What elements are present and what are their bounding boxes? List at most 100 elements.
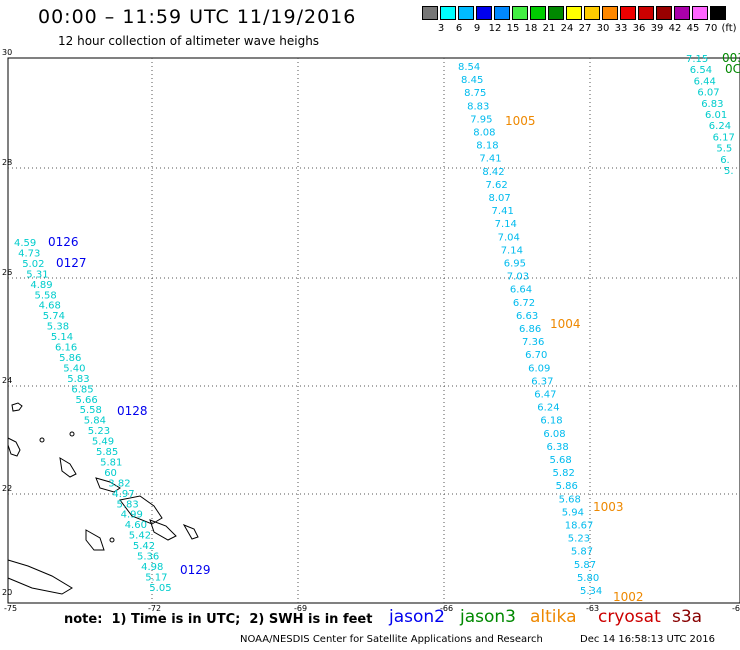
swh-value: 8.45 — [461, 75, 483, 86]
swh-value: 8.75 — [464, 88, 486, 99]
swh-value: 4.59 — [14, 238, 36, 249]
swh-value: 4.68 — [39, 301, 61, 312]
swh-value: 8.42 — [482, 167, 504, 178]
legend-label: 33 — [614, 23, 628, 34]
swh-value: 5.42 — [129, 531, 151, 542]
swh-value: 5.68 — [559, 494, 581, 505]
graticule: 30 28 26 24 22 20 -75 -72 -69 -66 -63 -60 — [2, 48, 740, 613]
swh-value: 5.82 — [553, 468, 575, 479]
swh-value: 7.95 — [470, 114, 492, 125]
island-shape — [59, 457, 77, 478]
swh-value: 5.31 — [26, 269, 48, 280]
swh-value: 6.38 — [546, 442, 568, 453]
legend-label: 12 — [488, 23, 502, 34]
swh-value: 5.02 — [22, 259, 44, 270]
swh-value: 5.05 — [149, 583, 171, 594]
swh-value: 3.82 — [108, 478, 130, 489]
swh-value: 5.84 — [84, 416, 106, 427]
swh-value: 5. — [724, 166, 734, 177]
island-shape — [85, 529, 105, 551]
chart-title: 00:00 – 11:59 UTC 11/19/2016 — [38, 6, 357, 28]
island-shape — [182, 524, 199, 540]
legend-swatch — [656, 6, 672, 20]
swh-value: 6.47 — [534, 390, 556, 401]
timestamp: Dec 14 16:58:13 UTC 2016 — [580, 634, 715, 645]
swh-value: 6.08 — [543, 429, 565, 440]
swh-value: 7.15 — [686, 54, 708, 65]
swh-value: 6.24 — [709, 121, 731, 132]
lon-tick-label: -66 — [440, 604, 453, 613]
island-shape — [7, 437, 21, 457]
swh-value: 6.01 — [705, 110, 727, 121]
pass-label: 003 — [722, 51, 740, 65]
lon-tick-label: -60 — [732, 604, 740, 613]
swh-value: 5.49 — [92, 437, 114, 448]
swh-value: 5.42 — [133, 541, 155, 552]
swh-value: 8.07 — [489, 193, 511, 204]
lat-tick-label: 24 — [2, 376, 12, 385]
island-shape — [11, 402, 23, 412]
swh-value: 7.03 — [507, 272, 529, 283]
swh-value: 5.5 — [716, 144, 732, 155]
pass-label: 0129 — [180, 563, 211, 577]
swh-value: 6.70 — [525, 350, 547, 361]
swh-value: 5.36 — [137, 552, 159, 563]
lat-tick-label: 26 — [2, 268, 12, 277]
legend-swatch — [494, 6, 510, 20]
swh-value: 6.63 — [516, 311, 538, 322]
legend-label: 45 — [686, 23, 700, 34]
swh-value: 5.17 — [145, 572, 167, 583]
swh-value: 4.89 — [30, 280, 52, 291]
legend-label: 42 — [668, 23, 682, 34]
swh-value: 18.67 — [565, 521, 594, 532]
island-shape — [119, 495, 163, 525]
swh-value: 5.86 — [556, 481, 578, 492]
pass-label: 0C — [725, 62, 740, 76]
swh-value: 6.44 — [694, 76, 716, 87]
legend-label: 18 — [524, 23, 538, 34]
island-shape — [109, 537, 115, 543]
legend-swatch — [458, 6, 474, 20]
pass-label: 1004 — [550, 317, 581, 331]
swh-value: 7.14 — [495, 219, 517, 230]
swh-value: 6.16 — [55, 343, 77, 354]
satellite-name: s3a — [672, 607, 703, 627]
swh-value: 6.54 — [690, 65, 712, 76]
swh-value: 5.58 — [35, 290, 57, 301]
swh-value: 8.18 — [476, 141, 498, 152]
lat-tick-label: 28 — [2, 158, 12, 167]
swh-value: 5.40 — [63, 363, 85, 374]
pass-label: 0128 — [117, 404, 148, 418]
swh-value: 5.23 — [568, 534, 590, 545]
legend-swatch — [602, 6, 618, 20]
swh-value: 5.83 — [117, 499, 139, 510]
pass-label: 1003 — [593, 500, 624, 514]
satellite-name: cryosat — [598, 607, 661, 627]
legend-swatch — [548, 6, 564, 20]
legend-label: 30 — [596, 23, 610, 34]
legend-swatch — [584, 6, 600, 20]
swh-value: 6.83 — [701, 99, 723, 110]
legend-label: 6 — [455, 23, 463, 34]
swh-value: 7.41 — [479, 154, 501, 165]
pass-label: 0126 — [48, 235, 79, 249]
island-shape — [7, 559, 73, 595]
swh-value: 5.83 — [67, 374, 89, 385]
swh-value: 7.04 — [498, 232, 520, 243]
legend-swatch — [422, 6, 438, 20]
swh-value: 7.36 — [522, 337, 544, 348]
legend-label: 9 — [473, 23, 481, 34]
swh-value: 6.86 — [519, 324, 541, 335]
legend-swatch — [476, 6, 492, 20]
swh-value: 6.85 — [71, 384, 93, 395]
swh-value: 5.85 — [96, 447, 118, 458]
map-frame — [7, 57, 740, 604]
lon-tick-label: -72 — [148, 604, 161, 613]
lat-tick-label: 20 — [2, 588, 12, 597]
legend-label: 70 — [704, 23, 718, 34]
swh-value: 5.23 — [88, 426, 110, 437]
swh-value: 5.87 — [574, 560, 596, 571]
swh-value: 5.68 — [550, 455, 572, 466]
legend-label: 24 — [560, 23, 574, 34]
